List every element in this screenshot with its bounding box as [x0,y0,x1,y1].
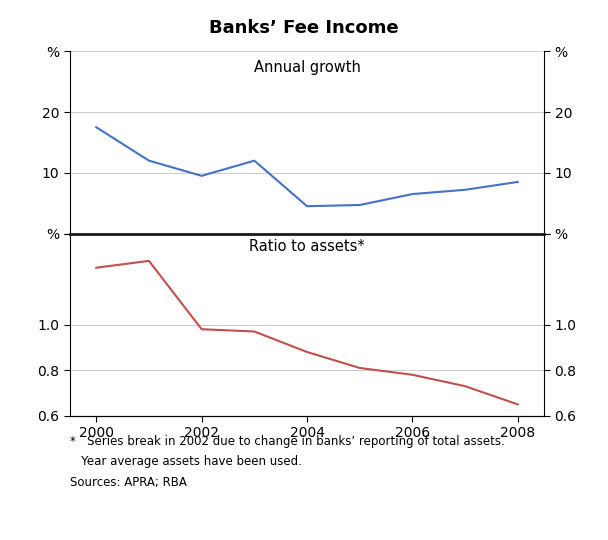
Text: Banks’ Fee Income: Banks’ Fee Income [209,19,399,37]
Text: *   Series break in 2002 due to change in banks’ reporting of total assets.: * Series break in 2002 due to change in … [70,435,505,448]
Text: Annual growth: Annual growth [254,60,361,76]
Text: Sources: APRA; RBA: Sources: APRA; RBA [70,476,187,489]
Text: Year average assets have been used.: Year average assets have been used. [70,455,302,468]
Text: Ratio to assets*: Ratio to assets* [249,239,365,254]
